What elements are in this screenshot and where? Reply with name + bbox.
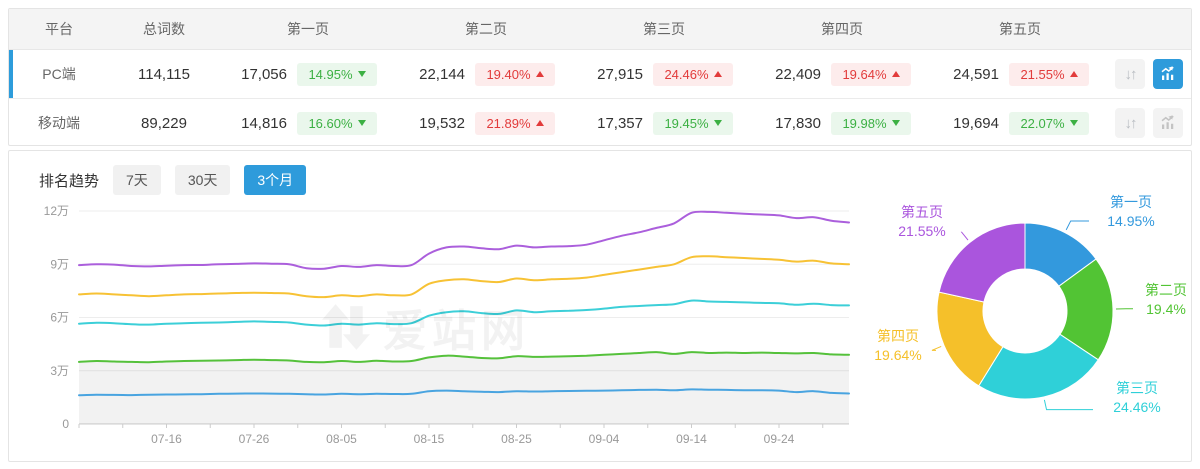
platform-label: 移动端	[38, 115, 80, 131]
page4-change-badge: 19.98%	[831, 111, 911, 135]
svg-text:07-16: 07-16	[151, 432, 182, 446]
trend-chart-icon	[1161, 66, 1174, 80]
svg-text:12万: 12万	[44, 204, 69, 218]
col-header-page4: 第四页	[821, 21, 863, 37]
total-words-value: 89,229	[141, 114, 187, 132]
page3-count: 17,357	[597, 114, 643, 132]
page4-cell: 22,409 19.64%	[753, 62, 931, 86]
trend-line-chart[interactable]: 0 3万 6万 9万 12万 07-16 07-26 08-05 08-15 08-25 09-04…	[19, 197, 869, 459]
col-header-page3: 第三页	[643, 21, 685, 37]
table-row-pc[interactable]: PC端 114,115 17,056 14.95% 22,144 19.40% …	[9, 50, 1191, 98]
tab-3-months[interactable]: 3个月	[244, 165, 307, 195]
page5-change-badge: 22.07%	[1009, 111, 1089, 135]
svg-text:6万: 6万	[50, 311, 69, 325]
col-header-page2: 第二页	[465, 21, 507, 37]
svg-text:9万: 9万	[50, 257, 69, 271]
trend-chart-icon	[1161, 115, 1174, 129]
svg-text:08-15: 08-15	[414, 432, 445, 446]
platform-label: PC端	[42, 66, 76, 82]
svg-text:09-04: 09-04	[589, 432, 620, 446]
page5-change-badge: 21.55%	[1009, 62, 1089, 86]
page2-count: 19,532	[419, 114, 465, 132]
keyword-rank-table-card: 平台 总词数 第一页 第二页 第三页 第四页 第五页 PC端 114,115 1…	[8, 8, 1192, 146]
table-header-row: 平台 总词数 第一页 第二页 第三页 第四页 第五页	[9, 9, 1191, 50]
triangle-down-icon	[357, 120, 366, 126]
col-header-page5: 第五页	[999, 21, 1041, 37]
page2-cell: 22,144 19.40%	[397, 62, 575, 86]
row-actions: ↓↑	[1109, 59, 1191, 89]
trend-header: 排名趋势 7天 30天 3个月	[9, 151, 1191, 195]
page4-count: 22,409	[775, 65, 821, 83]
page1-cell: 14,816 16.60%	[219, 111, 397, 135]
page5-cell: 24,591 21.55%	[931, 62, 1109, 86]
page3-count: 27,915	[597, 65, 643, 83]
trend-chart-button[interactable]	[1153, 108, 1183, 138]
triangle-up-icon	[535, 71, 544, 77]
page2-change-badge: 19.40%	[475, 62, 555, 86]
page1-count: 14,816	[241, 114, 287, 132]
triangle-up-icon	[713, 71, 722, 77]
triangle-up-icon	[1069, 71, 1078, 77]
svg-text:0: 0	[62, 417, 69, 431]
svg-text:09-14: 09-14	[676, 432, 707, 446]
page5-count: 24,591	[953, 65, 999, 83]
row-actions: ↓↑	[1109, 108, 1191, 138]
triangle-up-icon	[535, 120, 544, 126]
svg-text:09-24: 09-24	[764, 432, 795, 446]
page4-change-badge: 19.64%	[831, 62, 911, 86]
sort-button[interactable]: ↓↑	[1115, 108, 1145, 138]
col-header-total-words: 总词数	[143, 21, 185, 37]
donut-svg	[859, 181, 1199, 468]
page3-cell: 27,915 24.46%	[575, 62, 753, 86]
total-words-value: 114,115	[138, 65, 190, 83]
donut-label-page5: 第五页 21.55%	[898, 204, 946, 239]
page2-change-badge: 21.89%	[475, 111, 555, 135]
page5-cell: 19,694 22.07%	[931, 111, 1109, 135]
page1-change-badge: 14.95%	[297, 62, 377, 86]
triangle-down-icon	[891, 120, 900, 126]
donut-label-page1: 第一页 14.95%	[1107, 194, 1155, 229]
donut-label-page3: 第三页 24.46%	[1113, 380, 1161, 415]
svg-text:3万: 3万	[50, 364, 69, 378]
page1-change-badge: 16.60%	[297, 111, 377, 135]
page4-cell: 17,830 19.98%	[753, 111, 931, 135]
page1-count: 17,056	[241, 65, 287, 83]
donut-label-page2: 第二页 19.4%	[1145, 282, 1187, 317]
col-header-page1: 第一页	[287, 21, 329, 37]
sort-arrows-icon: ↓↑	[1124, 114, 1138, 132]
tab-7-days[interactable]: 7天	[113, 165, 161, 195]
svg-text:07-26: 07-26	[239, 432, 270, 446]
trend-title: 排名趋势	[39, 172, 100, 190]
table-row-mobile[interactable]: 移动端 89,229 14,816 16.60% 19,532 21.89% 1…	[9, 98, 1191, 147]
page-share-donut-chart[interactable]: 第一页 14.95% 第二页 19.4% 第三页 24.46% 第四页 19.64% 第…	[859, 181, 1199, 463]
trend-chart-button[interactable]	[1153, 59, 1183, 89]
col-header-platform: 平台	[45, 21, 73, 37]
sort-arrows-icon: ↓↑	[1124, 65, 1138, 83]
page2-count: 22,144	[419, 65, 465, 83]
page3-change-badge: 24.46%	[653, 62, 733, 86]
page5-count: 19,694	[953, 114, 999, 132]
page2-cell: 19,532 21.89%	[397, 111, 575, 135]
donut-label-page4: 第四页 19.64%	[874, 328, 922, 363]
triangle-up-icon	[891, 71, 900, 77]
svg-text:08-05: 08-05	[326, 432, 357, 446]
page3-change-badge: 19.45%	[653, 111, 733, 135]
sort-button[interactable]: ↓↑	[1115, 59, 1145, 89]
triangle-down-icon	[713, 120, 722, 126]
svg-text:08-25: 08-25	[501, 432, 532, 446]
page3-cell: 17,357 19.45%	[575, 111, 753, 135]
page4-count: 17,830	[775, 114, 821, 132]
tab-30-days[interactable]: 30天	[174, 165, 231, 195]
triangle-down-icon	[1069, 120, 1078, 126]
page1-cell: 17,056 14.95%	[219, 62, 397, 86]
rank-trend-card: 排名趋势 7天 30天 3个月 0 3万 6万 9万 12万 07-16 07-26 08-0…	[8, 150, 1192, 462]
triangle-down-icon	[357, 71, 366, 77]
